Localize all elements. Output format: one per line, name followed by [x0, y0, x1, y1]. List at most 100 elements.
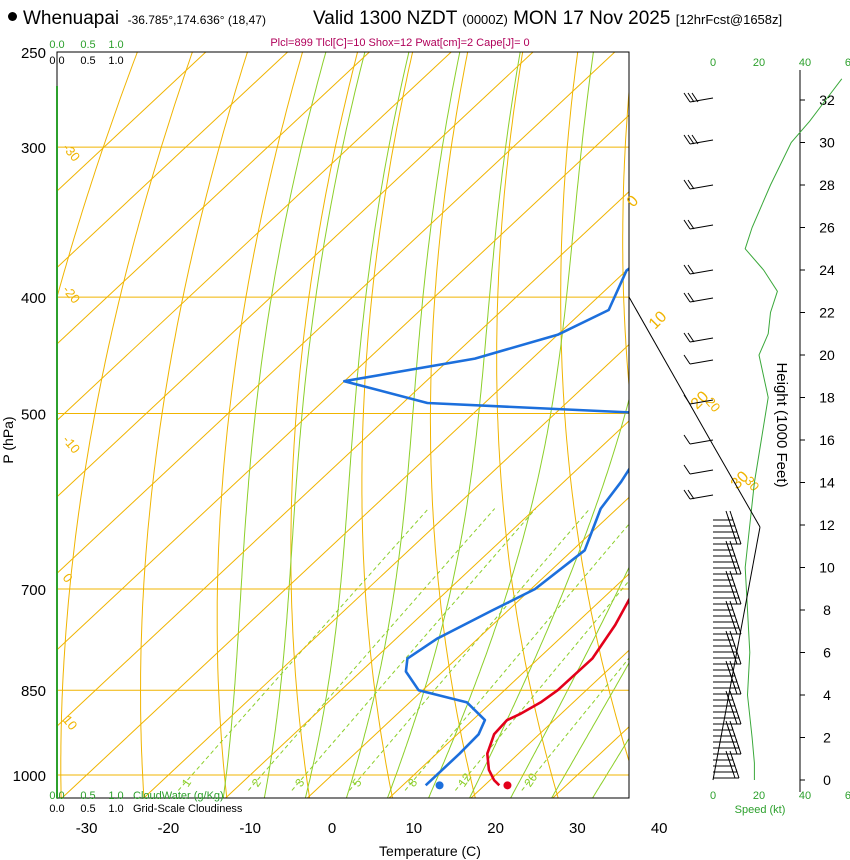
utc-time: (0000Z) [462, 12, 508, 27]
x-tick-label: 10 [405, 820, 422, 837]
wind-barb-flag [733, 654, 738, 665]
dry-adiabat [683, 32, 816, 818]
height-tick-label: 8 [823, 602, 831, 618]
wind-barb [689, 359, 714, 365]
isotherm-line [388, 573, 629, 798]
wind-barb-flag [683, 394, 691, 405]
isotherm-line [57, 52, 534, 498]
isotherm-line [57, 52, 452, 422]
wind-barb-flag [737, 714, 742, 725]
wind-barb-flag [683, 434, 691, 445]
wind-speed-line [744, 78, 843, 780]
cloudiness-tick-top: 0.5 [80, 55, 95, 67]
isotherm-label-0: 0 [624, 192, 642, 210]
dry-adiabat [60, 52, 193, 798]
wind-barb-flag [691, 134, 699, 145]
dewpoint-line [343, 267, 629, 787]
pressure-tick-label: 500 [21, 407, 46, 424]
wind-barb-flag [735, 768, 740, 779]
wind-barb-flag [733, 714, 738, 725]
surface-dewpoint-marker [435, 781, 444, 790]
dry-adiabat [139, 52, 248, 798]
cloudwater-tick-bottom: 0.0 [49, 790, 64, 802]
mixing-ratio-line [177, 508, 429, 791]
mixing-ratio-label: 2 [249, 776, 264, 790]
wind-barb-flag [683, 219, 691, 230]
isotherm-label-10: 10 [646, 308, 671, 333]
cloudwater-tick-top: 0.5 [80, 39, 95, 51]
cloudiness-tick-bottom: 0.0 [49, 803, 64, 815]
height-tick-label: 22 [819, 305, 835, 321]
dry-adiabat [57, 52, 138, 300]
moist-adiabat [469, 397, 629, 798]
valid-label: Valid 1300 NZDT [313, 8, 457, 29]
speed-tick-bottom: 20 [753, 790, 765, 802]
wind-barb-flag [683, 292, 691, 303]
connector-line [712, 526, 761, 781]
wind-barb-flag [737, 534, 742, 545]
isotherm-label: -20 [60, 282, 84, 306]
isotherm-line [57, 52, 370, 345]
wind-barb-flag [737, 654, 742, 665]
connector-line [628, 296, 714, 446]
height-axis-title: Height (1000 Feet) [773, 362, 790, 487]
wind-barb-flag [683, 489, 691, 500]
height-tick-label: 6 [823, 645, 831, 661]
height-tick-label: 26 [819, 220, 835, 236]
wind-barb-flag [733, 564, 738, 575]
pressure-tick-label: 850 [21, 683, 46, 700]
height-tick-label: 28 [819, 177, 835, 193]
isotherm-line [57, 52, 616, 575]
x-tick-label: 20 [487, 820, 504, 837]
dry-adiabat [361, 52, 414, 798]
mixing-ratio-line [349, 508, 591, 791]
dry-adiabat [622, 85, 629, 391]
valid-date: MON 17 Nov 2025 [513, 8, 671, 29]
wind-barb-flag [733, 624, 738, 635]
wind-barb-flag [683, 354, 691, 365]
cloudwater-tick-bottom: 0.5 [80, 790, 95, 802]
isotherm-line [225, 420, 629, 798]
mixing-ratio-line [521, 657, 629, 791]
speed-axis-label: Speed (kt) [735, 804, 786, 816]
height-tick-label: 12 [819, 517, 835, 533]
moist-adiabat [551, 661, 629, 798]
cloudwater-label: CloudWater (g/Kg) [133, 790, 224, 802]
wind-barb-flag [687, 179, 695, 190]
wind-barb [689, 469, 714, 475]
speed-tick-top: 20 [753, 57, 765, 69]
height-tick-label: 18 [819, 390, 835, 406]
connector-line [712, 444, 761, 528]
isotherm-line [61, 267, 629, 798]
x-tick-label: -10 [239, 820, 261, 837]
cloudiness-tick-bottom: 1.0 [108, 803, 123, 815]
plot-area [57, 32, 816, 818]
isotherm-line [57, 52, 288, 269]
isotherm-label: 10 [60, 712, 81, 733]
x-tick-label: -30 [76, 820, 98, 837]
pressure-tick-label: 250 [21, 45, 46, 62]
station-dot-icon [8, 12, 17, 21]
isotherm-label: -30 [60, 140, 84, 164]
isotherm-line [57, 114, 629, 651]
wind-barb-flag [733, 684, 738, 695]
wind-barb-flag [687, 332, 695, 343]
cloudwater-tick-top: 0.0 [49, 39, 64, 51]
sounding-params: Plcl=899 Tlcl[C]=10 Shox=12 Pwat[cm]=2 C… [270, 37, 530, 49]
station-name: Whenuapai [23, 8, 120, 29]
wind-barb-flag [737, 564, 742, 575]
wind-barb-flag [687, 489, 695, 500]
isotherm-label: -10 [60, 432, 84, 456]
wind-barb-flag [737, 624, 742, 635]
moist-adiabat [304, 52, 410, 798]
moist-adiabat [345, 52, 461, 798]
wind-barb-flag [737, 684, 742, 695]
wind-barb-flag [687, 92, 695, 103]
wind-barb-flag [683, 92, 691, 103]
mixing-ratio-line [248, 508, 496, 791]
y-axis-label: P (hPa) [0, 416, 16, 463]
isotherm-line [57, 52, 207, 192]
wind-barb-flag [683, 179, 691, 190]
height-tick-label: 0 [823, 772, 831, 788]
